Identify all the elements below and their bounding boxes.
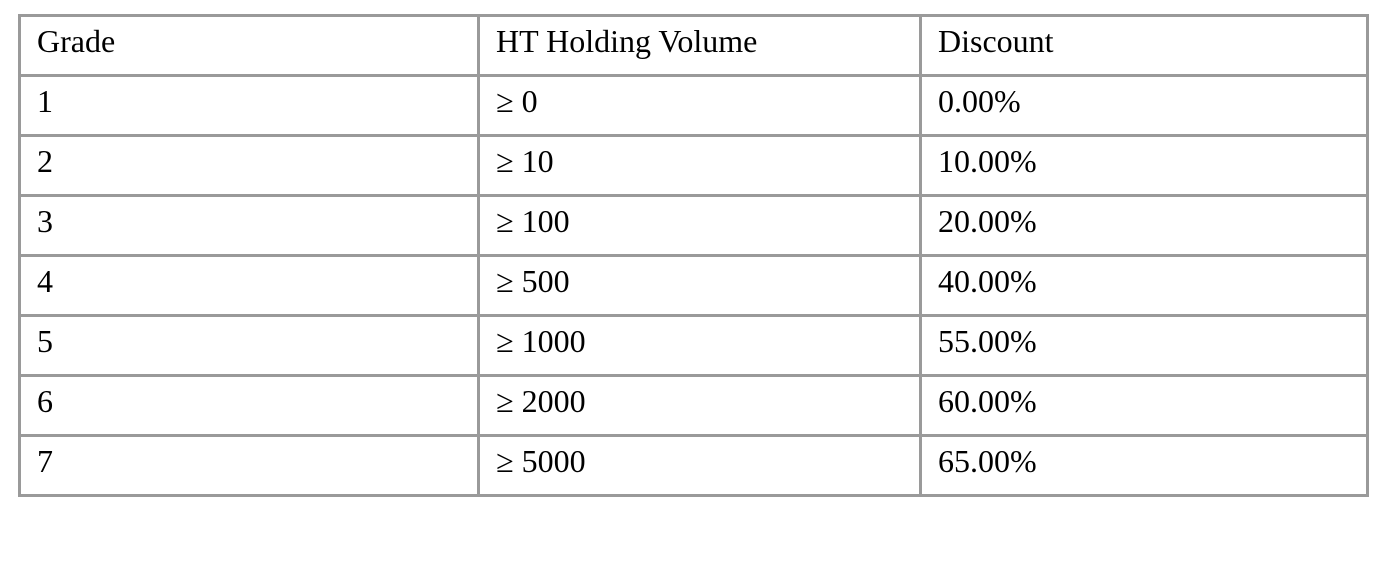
table-row: 2 ≥ 10 10.00%	[18, 134, 1369, 197]
header-ht-holding-volume: HT Holding Volume	[477, 14, 922, 77]
table-row: 5 ≥ 1000 55.00%	[18, 314, 1369, 377]
header-discount: Discount	[919, 14, 1369, 77]
cell-ht-holding-volume: ≥ 0	[477, 74, 922, 137]
cell-discount: 0.00%	[919, 74, 1369, 137]
grade-discount-table: Grade HT Holding Volume Discount 1 ≥ 0 0…	[18, 14, 1369, 497]
cell-ht-holding-volume: ≥ 100	[477, 194, 922, 257]
grade-discount-table-container: Grade HT Holding Volume Discount 1 ≥ 0 0…	[18, 14, 1369, 497]
table-row: 6 ≥ 2000 60.00%	[18, 374, 1369, 437]
cell-ht-holding-volume: ≥ 5000	[477, 434, 922, 497]
cell-ht-holding-volume: ≥ 2000	[477, 374, 922, 437]
cell-grade: 6	[18, 374, 480, 437]
cell-grade: 1	[18, 74, 480, 137]
table-header-row: Grade HT Holding Volume Discount	[18, 14, 1369, 77]
cell-discount: 40.00%	[919, 254, 1369, 317]
cell-ht-holding-volume: ≥ 500	[477, 254, 922, 317]
cell-grade: 4	[18, 254, 480, 317]
cell-discount: 60.00%	[919, 374, 1369, 437]
cell-discount: 20.00%	[919, 194, 1369, 257]
table-row: 4 ≥ 500 40.00%	[18, 254, 1369, 317]
cell-ht-holding-volume: ≥ 10	[477, 134, 922, 197]
table-row: 1 ≥ 0 0.00%	[18, 74, 1369, 137]
cell-discount: 55.00%	[919, 314, 1369, 377]
cell-grade: 2	[18, 134, 480, 197]
header-grade: Grade	[18, 14, 480, 77]
cell-grade: 5	[18, 314, 480, 377]
cell-grade: 3	[18, 194, 480, 257]
cell-discount: 65.00%	[919, 434, 1369, 497]
cell-ht-holding-volume: ≥ 1000	[477, 314, 922, 377]
cell-grade: 7	[18, 434, 480, 497]
table-row: 7 ≥ 5000 65.00%	[18, 434, 1369, 497]
cell-discount: 10.00%	[919, 134, 1369, 197]
table-row: 3 ≥ 100 20.00%	[18, 194, 1369, 257]
